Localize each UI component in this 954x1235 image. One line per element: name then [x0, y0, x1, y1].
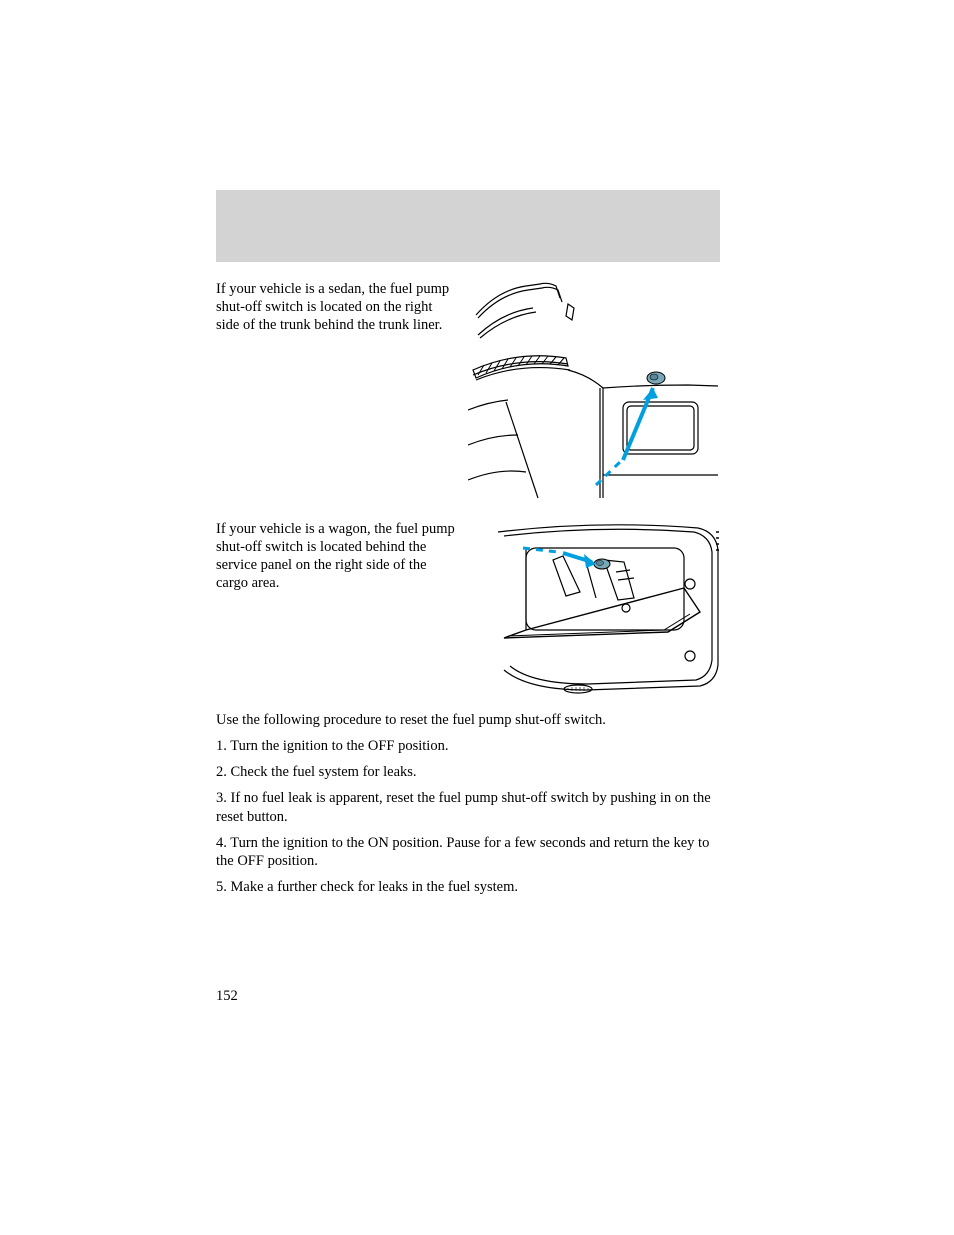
header-band: [216, 190, 720, 262]
fuel-switch-icon: [647, 372, 665, 384]
procedure-step: 4. Turn the ignition to the ON position.…: [216, 834, 720, 870]
page-number: 152: [216, 988, 238, 1005]
procedure-intro: Use the following procedure to reset the…: [216, 711, 720, 729]
manual-page: If your vehicle is a sedan, the fuel pum…: [216, 190, 720, 904]
wagon-section: If your vehicle is a wagon, the fuel pum…: [216, 520, 720, 695]
sedan-trunk-illustration: [468, 280, 720, 500]
procedure-step: 1. Turn the ignition to the OFF position…: [216, 737, 720, 755]
procedure-step: 2. Check the fuel system for leaks.: [216, 763, 720, 781]
sedan-text: If your vehicle is a sedan, the fuel pum…: [216, 280, 456, 500]
procedure-step: 3. If no fuel leak is apparent, reset th…: [216, 789, 720, 825]
fuel-switch-icon: [594, 559, 610, 569]
wagon-cargo-illustration: [468, 520, 720, 695]
procedure-block: Use the following procedure to reset the…: [216, 711, 720, 896]
wagon-text: If your vehicle is a wagon, the fuel pum…: [216, 520, 456, 695]
procedure-step: 5. Make a further check for leaks in the…: [216, 878, 720, 896]
sedan-section: If your vehicle is a sedan, the fuel pum…: [216, 280, 720, 500]
